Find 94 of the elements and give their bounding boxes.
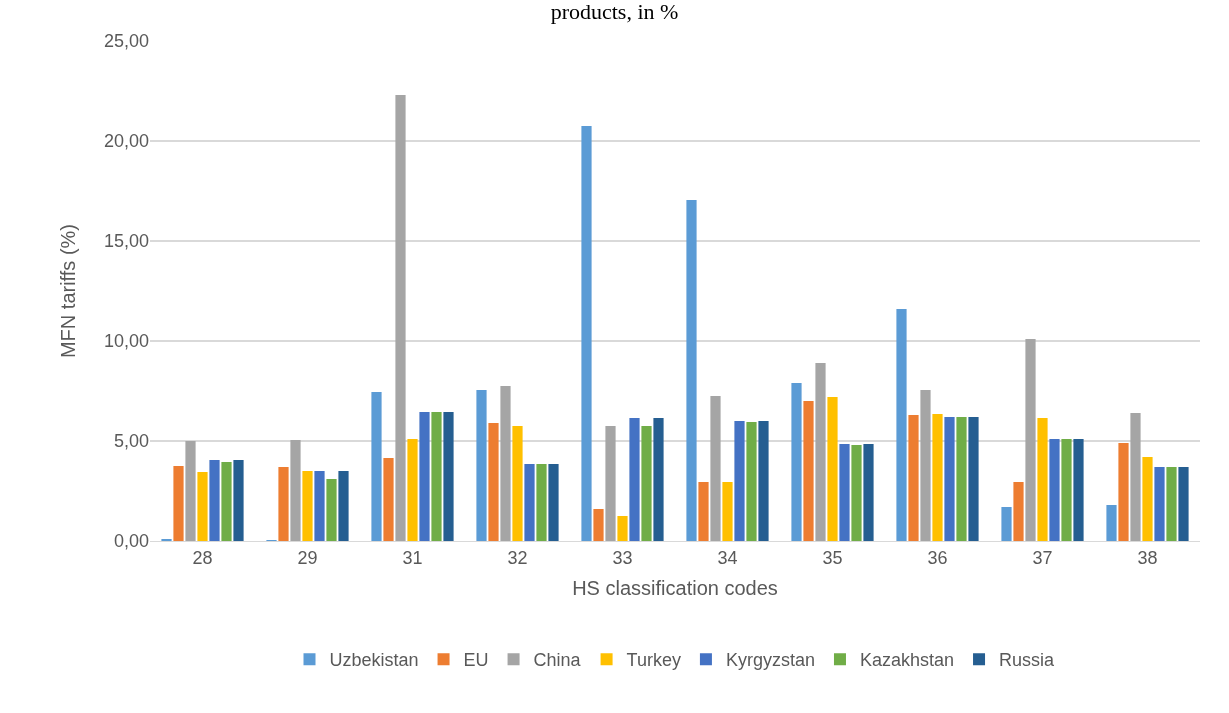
bar [185,441,196,541]
bar [524,464,535,541]
bar [1037,418,1048,541]
bar [1049,439,1060,541]
bar [512,426,523,541]
x-tick-label: 29 [297,547,318,568]
bar [839,444,850,541]
bar [419,412,430,541]
bar [593,509,604,541]
y-tick-label: 5,00 [113,431,149,452]
legend-label: Russia [999,650,1056,671]
bar [758,421,769,541]
bar [443,412,454,541]
bar [1178,467,1189,541]
bar [500,386,511,541]
x-tick-label: 34 [717,547,738,568]
x-tick-label: 38 [1137,547,1158,568]
bar [1001,507,1012,541]
bar [944,417,955,541]
y-tick-label: 20,00 [103,131,149,152]
bar [383,458,394,541]
bar [1073,439,1084,541]
bar [431,412,442,541]
bar [476,390,487,541]
legend-label: EU [463,650,489,671]
bar [338,471,349,541]
bar [548,464,559,541]
bar [908,415,919,541]
x-tick-label: 36 [927,547,948,568]
bar [734,421,745,541]
bar [290,440,301,541]
bar [605,426,616,541]
bar [968,417,979,541]
x-axis-title: HS classification codes [572,577,778,600]
y-tick-label: 10,00 [103,331,149,352]
bar [932,414,943,541]
bar [698,482,709,541]
bar [617,516,628,541]
x-tick-label: 33 [612,547,633,568]
bar [722,482,733,541]
bar [407,439,418,541]
legend-label: Kyrgyzstan [725,650,815,671]
bar [641,426,652,541]
bar [488,423,499,541]
bar [197,472,208,541]
bar [302,471,313,541]
bar [173,466,184,541]
x-tick-label: 31 [402,547,423,568]
bar [221,462,232,541]
bar [1166,467,1177,541]
bar [851,445,862,541]
chart-title: products, in % [550,0,679,24]
bar [314,471,325,541]
x-tick-label: 37 [1032,547,1053,568]
bar [1106,505,1117,541]
bar [209,460,220,541]
bar [896,309,907,541]
bar [278,467,289,541]
y-tick-label: 0,00 [113,531,149,552]
bar [1061,439,1072,541]
bar [1118,443,1129,541]
y-tick-label: 15,00 [103,231,149,252]
bar [686,200,697,541]
legend-label: Turkey [626,650,681,671]
bar [536,464,547,541]
y-axis-title: MFN tariffs (%) [57,223,80,359]
x-tick-label: 32 [507,547,528,568]
bar [326,479,337,541]
legend-label: Uzbekistan [329,650,419,671]
bar [1154,467,1165,541]
bar [395,95,406,541]
bar [371,392,382,541]
bar [581,126,592,541]
bar [629,418,640,541]
bar [233,460,244,541]
bar [1025,339,1036,541]
legend-label: Kazakhstan [859,650,955,671]
bar [1130,413,1141,541]
bar [815,363,826,541]
legend-label: China [533,650,582,671]
bar [863,444,874,541]
bar [653,418,664,541]
bar [827,397,838,541]
bar [710,396,721,541]
x-tick-label: 28 [192,547,213,568]
bar [1013,482,1024,541]
bar [746,422,757,541]
bar [791,383,802,541]
bar [956,417,967,541]
bar [920,390,931,541]
bar [1142,457,1153,541]
y-tick-label: 25,00 [103,31,149,52]
x-tick-label: 35 [822,547,843,568]
bar [803,401,814,541]
